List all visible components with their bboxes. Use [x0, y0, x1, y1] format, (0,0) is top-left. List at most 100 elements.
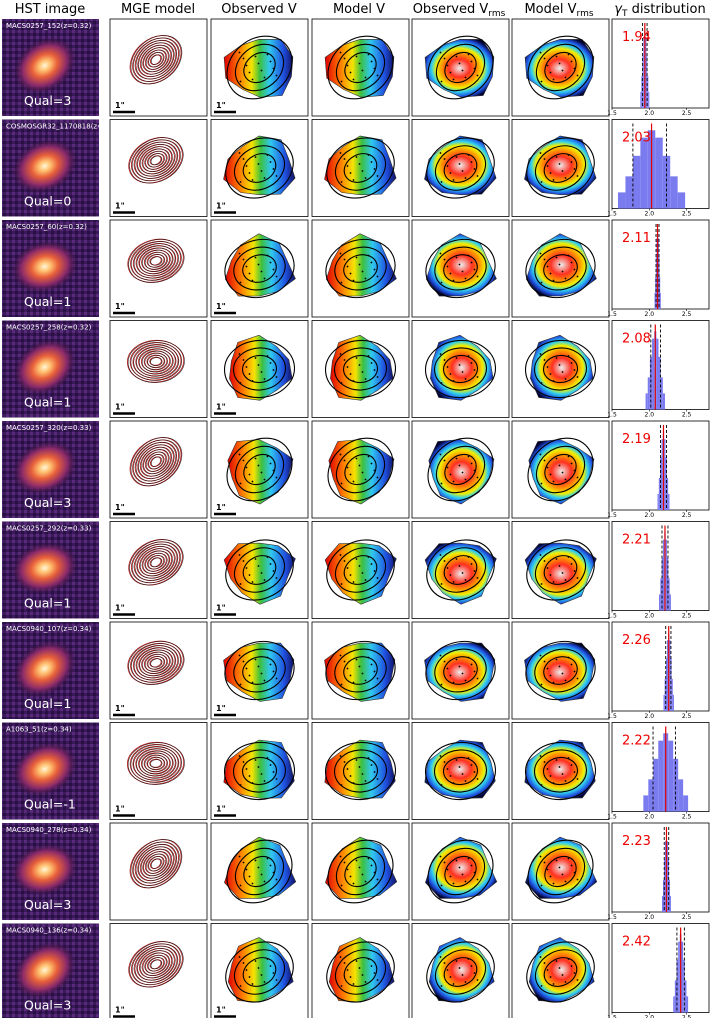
- gamma-value: 1.94: [622, 30, 651, 45]
- x-tick-label: 1.5: [607, 814, 617, 821]
- observed-vrms-panel: [411, 521, 510, 619]
- kinematic-map: [223, 38, 294, 98]
- hist-bar: [671, 678, 673, 711]
- hst-image-panel: MACS0257_152(z=0.32) Qual=3: [2, 19, 99, 116]
- model-vrms-panel: [511, 521, 610, 619]
- gamma-value: 2.19: [622, 432, 651, 447]
- mge-contour: [147, 52, 164, 68]
- gamma-histogram-panel: 2.21 1.5 2.0 2.5: [607, 521, 710, 620]
- x-tick-label: 2.0: [645, 713, 655, 720]
- kinematic-map: [224, 233, 296, 297]
- mge-contour: [144, 451, 167, 472]
- hist-bar: [653, 758, 659, 812]
- scale-bar-label: 1": [115, 202, 125, 211]
- x-tick-label: 1.5: [607, 311, 617, 318]
- scale-bar-label: 1": [115, 101, 125, 110]
- scale-bar-label: 1": [216, 302, 226, 311]
- row-9: MACS0940_136(z=0.34) Qual=3 1" 1" 2.42 1.5 2.0…: [2, 923, 710, 1018]
- mge-contour: [146, 354, 165, 368]
- model-vrms-panel: [511, 420, 610, 519]
- mge-contour: [137, 42, 174, 78]
- gamma-value: 2.22: [622, 734, 651, 749]
- hist-bar: [662, 155, 671, 209]
- mge-contour: [130, 642, 181, 683]
- row-5: MACS0257_292(z=0.33) Qual=1 1" 1" 2.21 1.5 2.0…: [2, 521, 710, 620]
- quality-label: Qual=1: [24, 294, 71, 309]
- hst-image-panel: MACS0257_258(z=0.32) Qual=1: [2, 320, 99, 418]
- mge-model-panel: [109, 822, 208, 921]
- scale-bar-label: 1": [216, 805, 226, 814]
- hist-bar: [654, 292, 656, 309]
- gamma-histogram-panel: 2.19 1.5 2.0 2.5: [607, 420, 710, 519]
- galaxy-label: MACS0940_136(z=0.34): [6, 927, 92, 935]
- model-v-panel: [311, 420, 410, 519]
- hist-bar: [666, 477, 669, 510]
- scale-bar-label: 1": [216, 403, 226, 412]
- hist-bar: [683, 795, 689, 812]
- gamma-histogram-panel: 2.23 1.5 2.0 2.5: [607, 822, 710, 921]
- scale-bar-label: 1": [115, 604, 125, 613]
- row-3: MACS0257_258(z=0.32)Qual=1 1" 1"2.081.5 2.0…: [2, 320, 710, 419]
- observed-v-panel: 1": [210, 219, 309, 318]
- hist-bar: [658, 356, 661, 410]
- mge-contour: [127, 640, 184, 685]
- model-v-panel: [311, 219, 410, 318]
- mge-contour: [139, 848, 172, 879]
- mge-contour: [128, 539, 183, 586]
- row-2: MACS0257_60(z=0.32)Qual=1 1" 1"2.111.5 2.0 2…: [2, 219, 710, 318]
- quality-label: Qual=-1: [24, 797, 76, 812]
- mge-contour: [147, 554, 165, 570]
- hist-bar: [661, 557, 663, 611]
- hist-bar: [643, 37, 645, 108]
- hist-bar: [667, 859, 669, 912]
- column-header-5: Model Vrms: [524, 2, 593, 19]
- hist-bar: [646, 55, 648, 108]
- hist-bar: [660, 457, 662, 510]
- x-tick-label: 2.0: [645, 814, 655, 821]
- hist-bar: [684, 980, 687, 1013]
- hist-bar: [668, 578, 670, 611]
- mge-model-panel: 1": [109, 18, 208, 117]
- mge-model-panel: 1": [109, 621, 208, 720]
- observed-v-panel: 1": [210, 18, 309, 117]
- hist-bar: [648, 91, 650, 108]
- hist-bar: [668, 879, 670, 912]
- mge-contour: [129, 743, 182, 783]
- mge-contour: [133, 543, 178, 581]
- model-vrms-panel: [511, 923, 610, 1018]
- row-4: MACS0257_320(z=0.33) Qual=3 1" 1" 2.19 1.5 2.0…: [2, 420, 710, 519]
- gamma-histogram-panel: 2.08 1.5 2.0 2.5: [607, 320, 710, 419]
- mge-model-panel: 1": [109, 420, 208, 519]
- gamma-value: 2.21: [622, 533, 651, 548]
- scale-bar-label: 1": [115, 805, 125, 814]
- mge-contour: [136, 545, 175, 579]
- scale-bar-label: 1": [216, 503, 226, 512]
- mge-model-panel: 1": [109, 320, 208, 418]
- mge-contour: [134, 39, 177, 80]
- mge-contour: [137, 846, 174, 882]
- kinematic-map: [324, 38, 395, 98]
- mge-model-panel: 1": [109, 219, 208, 318]
- hst-image-panel: COSMOSGR32_1170818(z=0.32) Qual=0: [2, 119, 122, 217]
- scale-bar-label: 1": [115, 503, 125, 512]
- mge-contour: [134, 441, 177, 482]
- mge-contour: [129, 437, 182, 487]
- galaxy-label: MACS0940_278(z=0.34): [6, 826, 92, 834]
- hist-bar: [643, 795, 649, 812]
- mge-contour: [133, 945, 178, 983]
- mge-contour: [149, 456, 162, 468]
- hist-bar: [641, 75, 643, 108]
- observed-v-panel: 1": [210, 923, 309, 1018]
- galaxy-label: MACS0257_152(z=0.32): [6, 22, 92, 30]
- hist-bar: [640, 91, 642, 108]
- hist-bar: [652, 338, 655, 410]
- gamma-histogram-panel: 2.03 1.5 2.0 2.5: [607, 119, 710, 218]
- mge-contour: [149, 155, 162, 166]
- mge-contour: [147, 152, 165, 168]
- mge-model-panel: 1": [109, 923, 208, 1018]
- gamma-histogram-panel: 2.11 1.5 2.0 2.5: [607, 219, 710, 318]
- model-vrms-panel: [511, 18, 610, 117]
- mge-contour: [144, 150, 167, 170]
- hist-bar: [673, 996, 675, 1013]
- hist-bar: [659, 276, 661, 309]
